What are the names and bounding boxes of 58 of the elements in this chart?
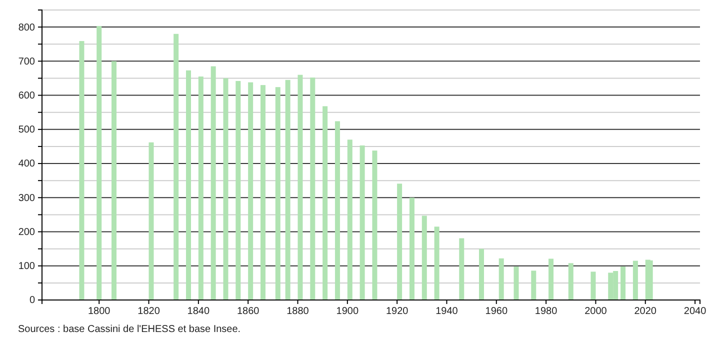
x-tick-label: 1960 — [485, 306, 508, 318]
y-tick-label: 100 — [18, 261, 36, 272]
y-tick-label: 800 — [18, 22, 36, 34]
bar — [632, 260, 638, 300]
bar — [148, 142, 154, 300]
bar — [260, 85, 266, 300]
x-tick-label: 2040 — [684, 306, 707, 318]
x-tick-label: 1800 — [88, 306, 111, 318]
bar — [434, 226, 440, 300]
bar — [210, 66, 216, 300]
bar — [174, 34, 179, 300]
bar — [236, 80, 241, 300]
bar — [248, 82, 254, 300]
bar — [79, 41, 84, 300]
bar — [478, 248, 484, 300]
bar — [548, 258, 554, 300]
y-tick-label: 200 — [18, 226, 36, 238]
y-tick-label: 0 — [29, 295, 36, 306]
x-tick-label: 1920 — [386, 306, 409, 318]
y-tick-label: 500 — [18, 124, 36, 136]
source-note: Sources : base Cassini de l'EHESS et base Insee. — [18, 324, 241, 335]
x-tick-label: 2000 — [584, 306, 608, 318]
y-tick-label: 400 — [18, 158, 36, 170]
x-tick-label: 1820 — [138, 306, 160, 318]
y-tick-label: 700 — [18, 56, 36, 68]
y-tick-label: 600 — [18, 90, 36, 102]
bar — [620, 266, 626, 300]
y-tick-label: 300 — [18, 192, 36, 204]
bar — [223, 78, 228, 300]
bar — [112, 61, 117, 300]
bar — [498, 258, 504, 300]
bar — [422, 216, 427, 300]
bar — [96, 26, 102, 300]
bar — [397, 184, 402, 300]
bar — [285, 80, 290, 300]
bar — [459, 238, 464, 300]
x-tick-label: 1880 — [286, 306, 310, 318]
bar — [531, 270, 536, 300]
bar — [568, 263, 574, 300]
bar — [275, 87, 280, 300]
bar — [360, 145, 365, 300]
bar — [334, 121, 340, 300]
bar — [372, 150, 378, 300]
bar — [409, 198, 414, 300]
x-tick-label: 1940 — [436, 306, 458, 318]
x-tick-label: 1840 — [187, 306, 210, 318]
x-tick-label: 2020 — [634, 306, 657, 318]
bar — [322, 106, 328, 300]
bar — [298, 74, 303, 300]
bar — [590, 272, 596, 300]
x-tick-label: 1860 — [236, 306, 260, 318]
bar — [310, 78, 316, 300]
bar — [186, 70, 191, 300]
bar — [514, 266, 519, 300]
bar — [347, 140, 352, 300]
x-tick-label: 1980 — [534, 306, 558, 318]
bar — [198, 76, 204, 300]
x-tick-label: 1900 — [336, 306, 359, 318]
